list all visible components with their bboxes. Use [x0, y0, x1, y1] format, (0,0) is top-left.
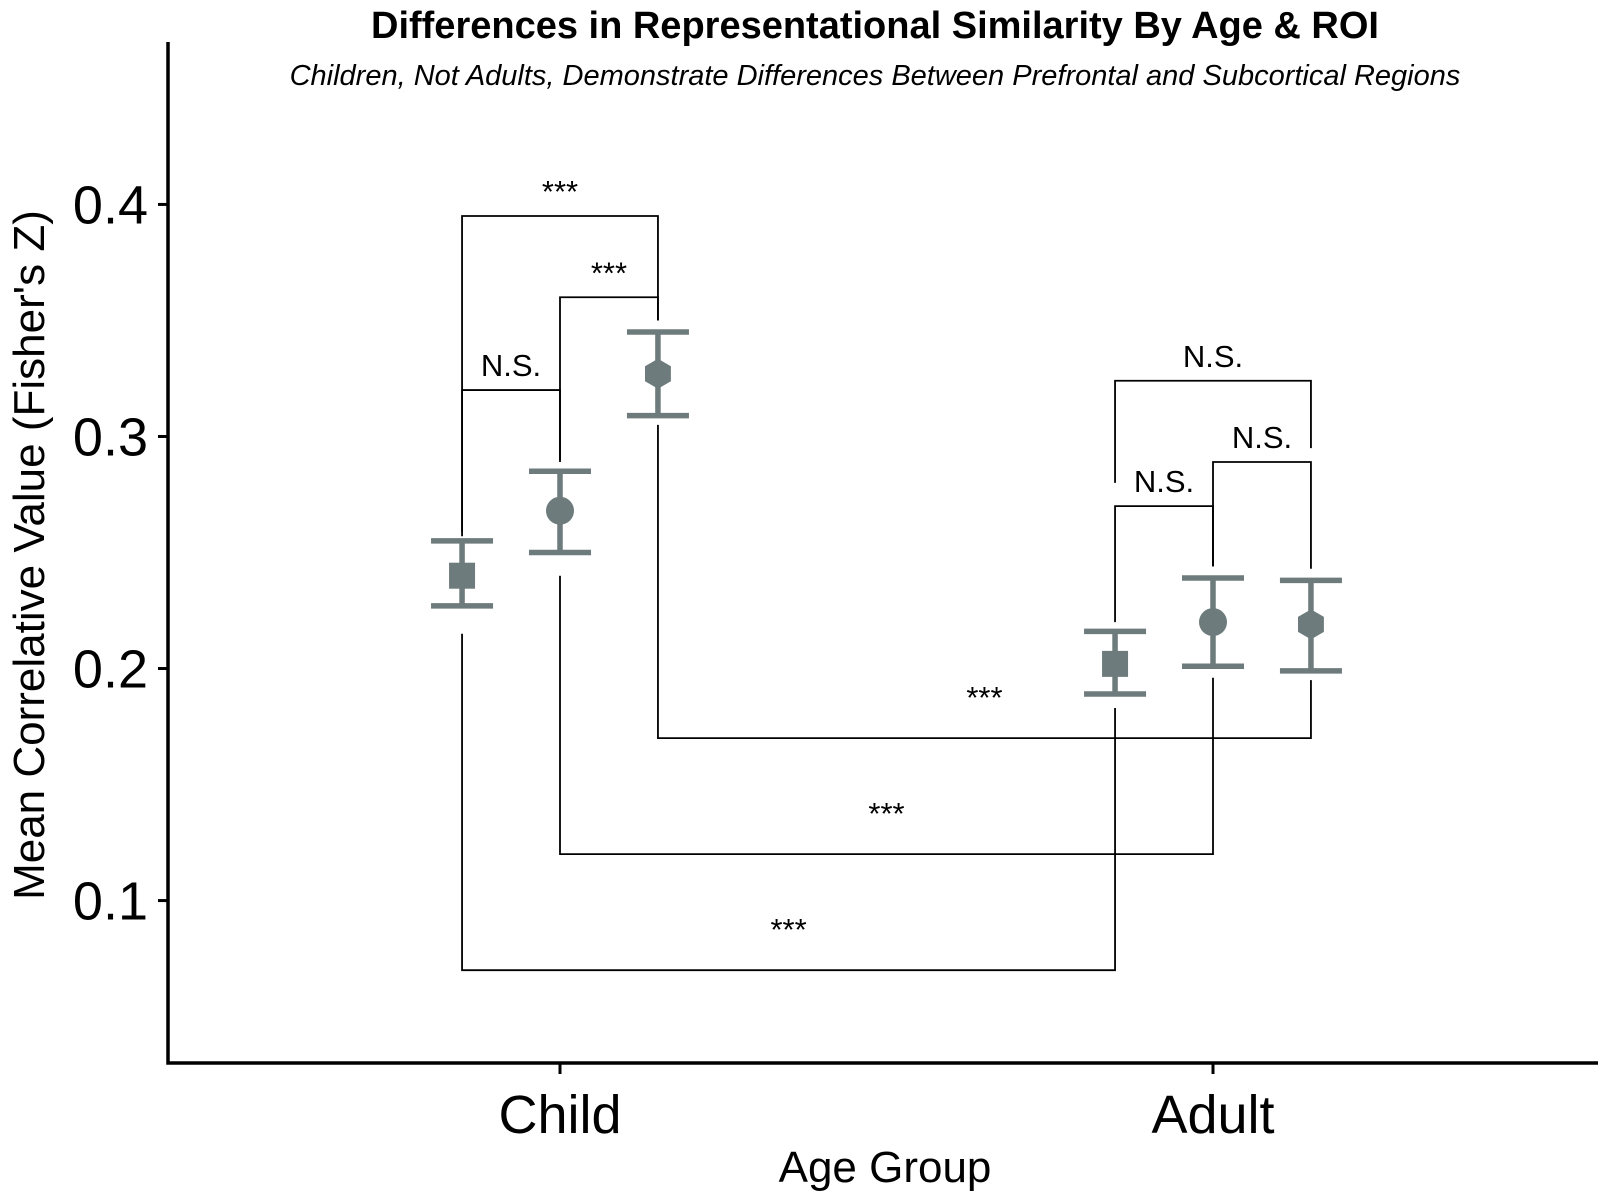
y-tick-label: 0.3	[73, 407, 148, 467]
significance-bracket	[1212, 461, 1312, 569]
axes: 0.1 0.2 0.3 0.4 Child Adult	[73, 42, 1598, 1145]
significance-brackets: *** *** N.S. N.S. N.S. N.S. *** *** ***	[461, 174, 1312, 972]
significance-label: ***	[770, 912, 806, 947]
data-point-square	[449, 562, 476, 589]
significance-label: N.S.	[1134, 464, 1194, 499]
x-tick-label: Adult	[1151, 1085, 1274, 1145]
y-tick-label: 0.2	[73, 640, 148, 700]
significance-bracket	[657, 424, 1312, 740]
chart-title: Differences in Representational Similari…	[371, 5, 1379, 47]
x-tick-label: Child	[498, 1085, 621, 1145]
chart-subtitle: Children, Not Adults, Demonstrate Differ…	[290, 60, 1461, 92]
x-axis-title: Age Group	[779, 1143, 992, 1192]
data-points	[431, 329, 1342, 697]
significance-bracket	[1114, 379, 1312, 483]
significance-bracket	[559, 575, 1214, 856]
data-point-square	[1102, 650, 1129, 677]
significance-label: ***	[966, 680, 1002, 715]
significance-bracket	[461, 633, 1116, 972]
data-point-hexagon	[645, 358, 671, 389]
significance-label: ***	[868, 796, 904, 831]
y-axis-title: Mean Correlative Value (Fisher's Z)	[5, 210, 54, 900]
y-tick-label: 0.4	[73, 175, 148, 235]
significance-label: N.S.	[1183, 339, 1243, 374]
significance-label: ***	[591, 255, 627, 290]
data-point-circle	[546, 496, 574, 525]
significance-label: N.S.	[481, 348, 541, 383]
significance-bracket	[559, 296, 659, 460]
data-point-circle	[1199, 608, 1227, 637]
significance-bracket	[1114, 505, 1214, 623]
axis-lines	[166, 42, 1598, 1065]
significance-bracket	[461, 389, 561, 532]
y-tick-label: 0.1	[73, 872, 148, 932]
significance-label: ***	[542, 174, 578, 209]
significance-bracket	[461, 215, 659, 537]
data-point-hexagon	[1298, 609, 1324, 640]
significance-label: N.S.	[1232, 420, 1292, 455]
